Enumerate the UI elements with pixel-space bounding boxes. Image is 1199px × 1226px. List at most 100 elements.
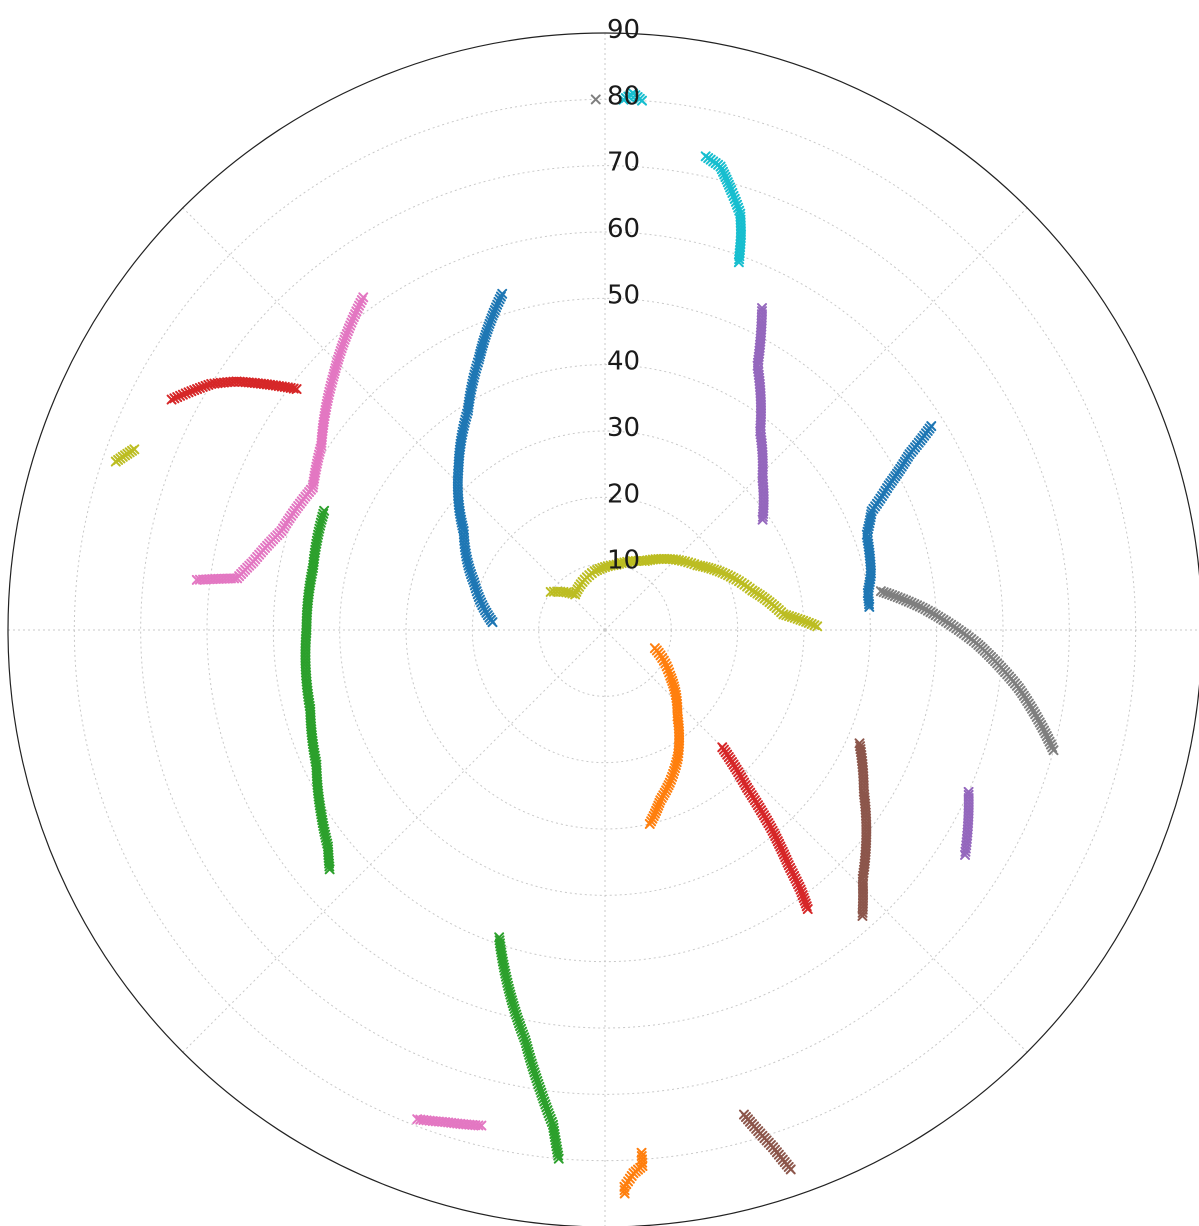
data-point bbox=[553, 1153, 564, 1164]
data-point bbox=[784, 611, 795, 622]
data-point bbox=[803, 617, 814, 628]
r-tick-label-20: 20 bbox=[607, 479, 640, 509]
data-point bbox=[757, 511, 768, 522]
series-4 bbox=[300, 505, 335, 875]
series-18 bbox=[700, 151, 747, 268]
data-point bbox=[795, 614, 806, 625]
data-point bbox=[335, 346, 346, 357]
data-point bbox=[864, 599, 875, 610]
r-tick-label-10: 10 bbox=[607, 546, 640, 576]
series-5 bbox=[494, 932, 564, 1164]
data-point bbox=[619, 1188, 630, 1199]
data-points bbox=[110, 88, 1059, 1199]
data-point bbox=[482, 324, 493, 335]
data-point bbox=[467, 571, 478, 582]
data-point bbox=[513, 1015, 524, 1026]
polar-frame bbox=[7, 32, 1199, 1226]
data-point bbox=[531, 1073, 542, 1084]
angular-gridlines bbox=[8, 33, 1199, 1226]
data-point bbox=[536, 1087, 547, 1098]
data-point bbox=[288, 383, 299, 394]
data-point bbox=[594, 563, 605, 574]
data-point bbox=[192, 384, 203, 395]
data-point bbox=[530, 1070, 541, 1081]
data-point bbox=[340, 331, 351, 342]
data-point bbox=[785, 1164, 796, 1175]
data-point bbox=[960, 846, 971, 857]
series-7 bbox=[166, 376, 302, 405]
data-point bbox=[337, 340, 348, 351]
data-point bbox=[487, 310, 498, 321]
data-point bbox=[881, 588, 892, 599]
data-point bbox=[960, 849, 971, 860]
data-point bbox=[721, 174, 732, 185]
data-point bbox=[324, 861, 335, 872]
series-3 bbox=[619, 1147, 648, 1199]
series-15 bbox=[590, 94, 601, 105]
r-tick-label-40: 40 bbox=[607, 347, 640, 377]
data-point bbox=[476, 597, 487, 608]
data-point bbox=[194, 382, 205, 393]
data-point bbox=[797, 890, 808, 901]
data-point bbox=[592, 564, 603, 575]
data-point bbox=[515, 1020, 526, 1031]
data-point bbox=[781, 854, 792, 865]
spoke-45 bbox=[604, 207, 1028, 631]
data-point bbox=[517, 1026, 528, 1037]
data-point bbox=[637, 95, 648, 106]
data-point bbox=[889, 591, 900, 602]
data-point bbox=[472, 589, 483, 600]
data-point bbox=[511, 1009, 522, 1020]
series-10 bbox=[854, 738, 872, 921]
data-point bbox=[308, 479, 319, 490]
grid-ring-30 bbox=[405, 430, 805, 830]
data-point bbox=[484, 318, 495, 329]
data-point bbox=[197, 381, 208, 392]
series-13 bbox=[412, 1114, 487, 1131]
series-12 bbox=[191, 292, 369, 585]
data-point bbox=[789, 612, 800, 623]
data-point bbox=[757, 514, 768, 525]
series-1 bbox=[861, 421, 937, 612]
data-point bbox=[510, 1006, 521, 1017]
data-point bbox=[485, 316, 496, 327]
data-point bbox=[720, 171, 731, 182]
data-point bbox=[665, 670, 676, 681]
data-point bbox=[801, 616, 812, 627]
grid-ring-60 bbox=[206, 231, 1004, 1029]
series-8 bbox=[752, 303, 769, 525]
series-19 bbox=[618, 88, 648, 106]
data-point bbox=[553, 1150, 564, 1161]
data-point bbox=[619, 1185, 630, 1196]
data-point bbox=[339, 334, 350, 345]
data-point bbox=[486, 313, 497, 324]
series-6 bbox=[717, 742, 813, 915]
r-tick-label-80: 80 bbox=[607, 81, 640, 111]
data-point bbox=[611, 559, 622, 570]
data-point bbox=[637, 1157, 648, 1168]
series-16 bbox=[545, 553, 823, 632]
data-point bbox=[477, 340, 488, 351]
data-point bbox=[491, 302, 502, 313]
data-point bbox=[733, 257, 744, 268]
data-point bbox=[469, 580, 480, 591]
data-point bbox=[497, 288, 508, 299]
r-tick-label-90: 90 bbox=[607, 15, 640, 45]
data-point bbox=[884, 589, 895, 600]
data-point bbox=[653, 800, 664, 811]
data-point bbox=[537, 1090, 548, 1101]
series-2 bbox=[644, 643, 685, 829]
spoke-225 bbox=[182, 629, 606, 1053]
data-point bbox=[516, 1023, 527, 1034]
series-11 bbox=[738, 1109, 796, 1175]
r-tick-label-70: 70 bbox=[607, 148, 640, 178]
r-tick-label-50: 50 bbox=[607, 280, 640, 310]
data-point bbox=[898, 594, 909, 605]
data-point bbox=[669, 765, 680, 776]
data-point bbox=[652, 803, 663, 814]
data-point bbox=[799, 895, 810, 906]
data-point bbox=[796, 887, 807, 898]
data-point bbox=[473, 591, 484, 602]
data-point bbox=[189, 385, 200, 396]
